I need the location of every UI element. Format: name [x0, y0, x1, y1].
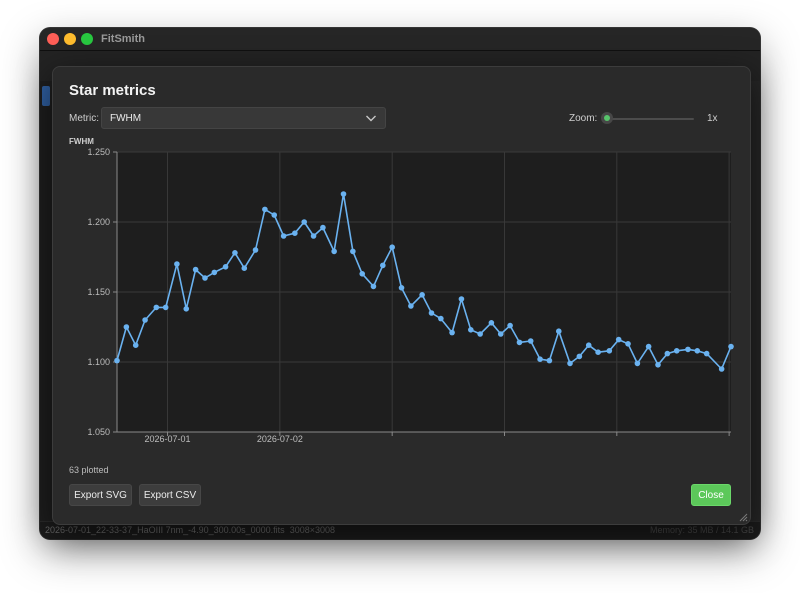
data-point	[694, 348, 701, 354]
zoom-slider-track[interactable]	[609, 118, 694, 120]
status-dimensions: 3008×3008	[289, 525, 335, 535]
data-point	[280, 233, 287, 239]
data-point	[331, 248, 337, 255]
data-point	[222, 264, 229, 270]
y-tick-label: 1.250	[87, 147, 110, 157]
data-point	[527, 338, 534, 344]
data-point	[320, 224, 326, 231]
data-point	[428, 310, 435, 316]
data-point	[664, 350, 671, 357]
data-point	[310, 233, 317, 239]
data-point	[271, 212, 278, 218]
data-point	[685, 346, 691, 353]
resize-grip-icon[interactable]	[738, 512, 748, 522]
data-point	[123, 324, 130, 330]
data-point	[262, 206, 268, 213]
data-point	[567, 360, 573, 367]
data-point	[202, 275, 208, 281]
fwhm-chart: 1.0501.1001.1501.2001.2502026-07-0123:00…	[69, 137, 734, 443]
chevron-down-icon	[366, 115, 376, 122]
background-scrollbar	[748, 81, 760, 521]
data-point	[398, 285, 405, 291]
data-point	[546, 357, 553, 364]
selected-file-marker	[42, 86, 50, 106]
data-point	[516, 339, 523, 346]
close-window-button[interactable]	[47, 33, 59, 45]
data-point	[625, 341, 631, 347]
data-point	[718, 366, 725, 372]
data-point	[359, 271, 366, 277]
title-bar: FitSmith	[40, 28, 760, 51]
window-title: FitSmith	[101, 33, 145, 45]
data-point	[673, 348, 680, 354]
status-memory: Memory: 35 MB / 14.1 GB	[649, 525, 754, 535]
data-point	[192, 266, 199, 273]
data-point	[488, 320, 495, 326]
data-point	[292, 230, 298, 236]
data-point	[389, 244, 395, 250]
minimize-window-button[interactable]	[64, 33, 76, 45]
metric-select[interactable]: FWHM	[101, 107, 386, 129]
data-point	[380, 262, 386, 269]
dialog-title: Star metrics	[69, 82, 156, 99]
data-point	[301, 219, 307, 225]
data-point	[370, 283, 377, 290]
zoom-value: 1x	[707, 113, 718, 124]
data-point	[507, 322, 513, 329]
x-tick-date-label: 2026-07-01	[145, 434, 191, 443]
y-tick-label: 1.200	[87, 217, 110, 227]
data-point	[728, 343, 734, 350]
data-point	[153, 304, 160, 311]
y-axis-label: FWHM	[69, 137, 94, 146]
data-point	[537, 356, 543, 362]
data-point	[634, 360, 641, 367]
data-point	[595, 349, 601, 355]
data-point	[606, 348, 613, 354]
y-tick-label: 1.050	[87, 427, 110, 437]
zoom-label: Zoom:	[569, 113, 598, 124]
data-point	[585, 342, 592, 348]
data-point	[449, 329, 455, 336]
metric-label: Metric:	[69, 113, 99, 124]
data-point	[142, 317, 148, 323]
data-point	[419, 292, 425, 298]
data-point	[467, 327, 474, 333]
x-tick-date-label: 2026-07-02	[257, 434, 303, 443]
export-csv-button[interactable]: Export CSV	[139, 484, 201, 506]
data-point	[615, 336, 622, 343]
y-tick-label: 1.150	[87, 287, 110, 297]
export-svg-button[interactable]: Export SVG	[69, 484, 132, 506]
close-button[interactable]: Close	[691, 484, 731, 506]
data-point	[576, 353, 583, 360]
data-point	[555, 328, 562, 334]
data-point	[497, 331, 504, 337]
metric-select-value: FWHM	[110, 113, 142, 124]
star-metrics-dialog: Star metrics Metric: FWHM Zoom: 1x 1.050…	[52, 66, 751, 525]
zoom-slider-handle[interactable]	[601, 112, 613, 124]
status-file-info: 2026-07-01_22-33-37_HaOIII 7nm_-4.90_300…	[45, 525, 335, 535]
data-point	[350, 248, 356, 255]
data-point	[114, 357, 120, 364]
plotted-count: 63 plotted	[69, 465, 109, 475]
data-point	[408, 303, 414, 309]
data-point	[162, 304, 169, 311]
data-point	[703, 350, 710, 357]
data-point	[438, 315, 444, 322]
data-point	[252, 247, 259, 253]
data-point	[174, 261, 180, 267]
data-point	[211, 269, 218, 276]
data-point	[241, 265, 248, 271]
data-point	[645, 343, 652, 350]
data-point	[132, 342, 139, 348]
y-tick-label: 1.100	[87, 357, 110, 367]
data-point	[458, 296, 465, 302]
background-sidebar	[40, 81, 52, 521]
data-point	[232, 250, 238, 256]
data-point	[655, 362, 661, 368]
data-point	[477, 331, 483, 337]
data-point	[183, 306, 190, 312]
data-point	[340, 191, 347, 197]
status-filename: 2026-07-01_22-33-37_HaOIII 7nm_-4.90_300…	[45, 525, 285, 535]
zoom-window-button[interactable]	[81, 33, 93, 45]
